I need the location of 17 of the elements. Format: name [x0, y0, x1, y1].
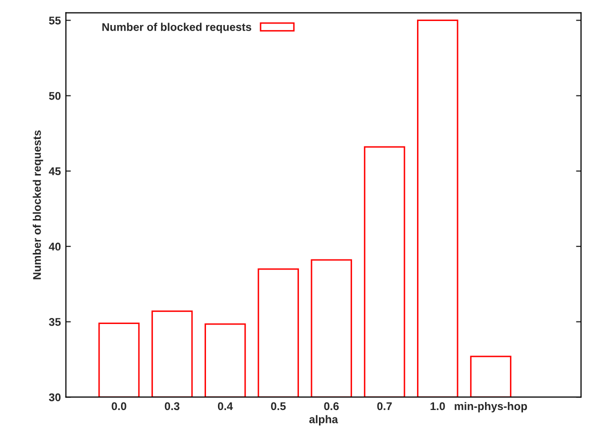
- legend-label: Number of blocked requests: [102, 22, 252, 34]
- y-tick-label: 45: [48, 167, 61, 176]
- y-tick-label: 55: [49, 16, 61, 24]
- x-tick-label: 0.3: [164, 402, 180, 410]
- y-tick-label: 30: [48, 393, 61, 402]
- x-axis-title: alpha: [309, 415, 338, 426]
- y-tick-label: 40: [48, 242, 61, 251]
- x-tick-label: 0.5: [271, 402, 286, 410]
- x-tick-label: 0.7: [377, 402, 392, 410]
- x-tick-label: 0.0: [112, 402, 126, 410]
- x-tick-label: 0.4: [218, 402, 233, 410]
- y-tick-label: 35: [48, 318, 61, 326]
- x-tick-label: 1.0: [430, 402, 445, 410]
- y-axis-title: Number of blocked requests: [32, 130, 44, 280]
- x-tick-label: min-phys-hop: [454, 402, 528, 412]
- y-tick-label: 50: [49, 92, 61, 100]
- x-tick-label: 0.6: [324, 402, 339, 410]
